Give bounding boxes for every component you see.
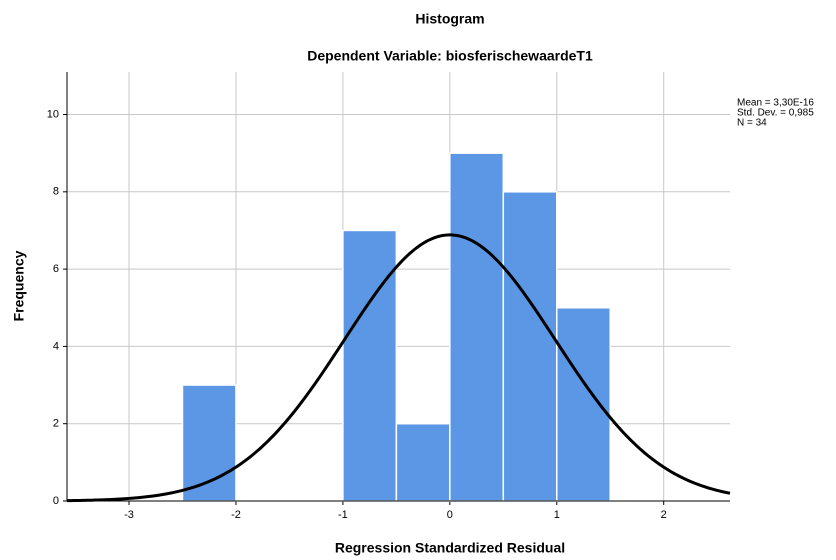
y-tick-label: 6 (53, 263, 59, 275)
stat-sd: Std. Dev. = 0,985 (737, 108, 814, 119)
x-tick-label: 0 (447, 509, 453, 521)
stat-mean: Mean = 3,30E-16 (737, 98, 814, 109)
normal-curve (66, 233, 731, 503)
x-axis-label: Regression Standardized Residual (335, 540, 565, 556)
x-tick-label: 1 (554, 509, 560, 521)
bar (181, 384, 237, 502)
y-tick-label: 4 (53, 340, 59, 352)
x-tick-label: -3 (124, 509, 134, 521)
stat-n: N = 34 (737, 118, 767, 129)
y-axis-label: Frequency (11, 250, 27, 321)
x-tick-label: 2 (661, 509, 667, 521)
y-tick-label: 2 (53, 418, 59, 430)
bar (449, 152, 505, 502)
y-tick-label: 10 (47, 108, 59, 120)
chart-subtitle: Dependent Variable: biosferischewaardeT1 (307, 48, 593, 64)
y-tick-label: 8 (53, 186, 59, 198)
x-tick-label: -1 (338, 509, 348, 521)
y-tick-label: 0 (53, 495, 59, 507)
x-tick-label: -2 (231, 509, 241, 521)
bar (502, 191, 558, 502)
bar (342, 229, 398, 502)
bar (556, 307, 611, 502)
bar (395, 422, 451, 502)
chart-title: Histogram (415, 11, 484, 27)
